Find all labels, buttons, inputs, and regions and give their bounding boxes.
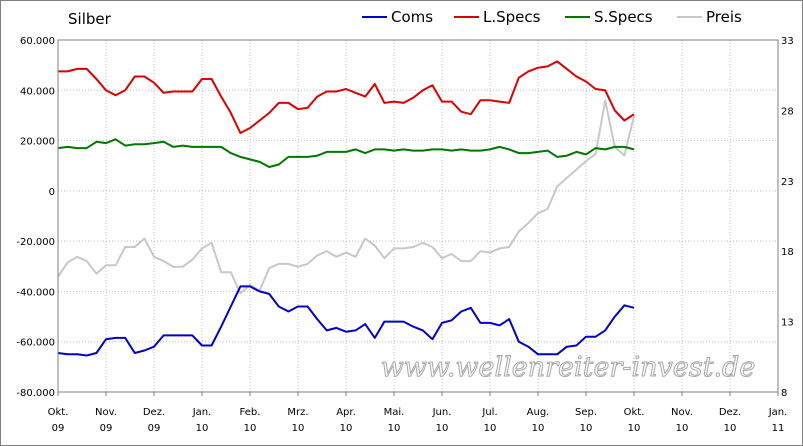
x-tick-label-month: Nov. xyxy=(95,407,117,418)
x-tick-label-year: 10 xyxy=(196,423,209,434)
y-right-tick-label: 18 xyxy=(781,247,794,258)
series-line-s-specs xyxy=(57,138,635,168)
y-left-tick-label: 40.000 xyxy=(20,86,55,97)
x-tick-label-month: Jan. xyxy=(192,407,212,418)
chart-title: Silber xyxy=(68,10,112,28)
x-tick-label-month: Mrz. xyxy=(287,407,308,418)
watermark-layer: www.wellenreiter-invest.de xyxy=(380,352,756,384)
y-left-tick-label: 20.000 xyxy=(20,137,55,148)
x-tick-label-month: Jul. xyxy=(481,407,497,418)
x-tick-label-year: 10 xyxy=(484,423,497,434)
y-left-tick-label: -20.000 xyxy=(16,237,55,248)
x-tick-label-year: 10 xyxy=(340,423,353,434)
y-left-tick-label: 0 xyxy=(49,187,55,198)
x-tick-label-month: Aug. xyxy=(527,407,550,418)
series-line-preis xyxy=(57,99,635,295)
y-right-tick-label: 28 xyxy=(781,106,794,117)
x-tick-label-month: Okt. xyxy=(624,407,645,418)
y-right-tick-label: 33 xyxy=(781,36,794,47)
x-tick-label-year: 10 xyxy=(436,423,449,434)
legend: Coms L.Specs S.Specs Preis xyxy=(362,8,742,26)
x-tick-label-year: 11 xyxy=(772,423,785,434)
y-left-tick-label: -80.000 xyxy=(16,388,55,399)
x-tick-label-year: 09 xyxy=(52,423,65,434)
series-line-l-specs xyxy=(58,60,635,134)
series-layer xyxy=(57,60,635,357)
watermark-text: www.wellenreiter-invest.de xyxy=(381,352,756,383)
x-axis: Okt. 09 Nov. 09 Dez. 09 Jan. 10 Feb. 10 Mrz. 10 Apr.… xyxy=(48,392,788,434)
legend-label: Coms xyxy=(391,8,433,26)
y-left-tick-label: -40.000 xyxy=(16,287,55,298)
plot-border xyxy=(57,39,779,393)
x-tick-label-month: Sep. xyxy=(575,407,597,418)
grid xyxy=(58,40,778,392)
y-left-tick-label: -60.000 xyxy=(16,338,55,349)
x-tick-label-month: Dez. xyxy=(143,407,165,418)
x-tick-label-month: Feb. xyxy=(240,407,261,418)
y-right-tick-label: 8 xyxy=(781,388,787,399)
x-tick-label-month: Dez. xyxy=(719,407,741,418)
x-tick-label-year: 10 xyxy=(532,423,545,434)
x-tick-label-month: Okt. xyxy=(48,407,69,418)
y-right-tick-label: 13 xyxy=(781,318,794,329)
legend-label: S.Specs xyxy=(594,8,653,26)
x-tick-label-month: Jan. xyxy=(768,407,788,418)
x-tick-label-year: 10 xyxy=(724,423,737,434)
x-tick-label-year: 10 xyxy=(580,423,593,434)
x-tick-label-month: Apr. xyxy=(336,407,356,418)
x-tick-label-year: 10 xyxy=(244,423,257,434)
x-tick-label-month: Jun. xyxy=(432,407,452,418)
legend-label: Preis xyxy=(706,8,742,26)
x-tick-label-year: 10 xyxy=(292,423,305,434)
y-axis-left: 60.000 40.000 20.000 0 -20.000 -40.000 -60.000… xyxy=(16,36,55,399)
legend-label: L.Specs xyxy=(483,8,541,26)
x-tick-label-year: 09 xyxy=(100,423,113,434)
y-right-tick-label: 23 xyxy=(781,177,794,188)
x-tick-label-year: 10 xyxy=(676,423,689,434)
x-tick-label-month: Nov. xyxy=(671,407,693,418)
series-line-coms xyxy=(57,285,635,357)
y-left-tick-label: 60.000 xyxy=(20,36,55,47)
y-axis-right: 33 28 23 18 13 8 xyxy=(781,36,794,399)
x-tick-label-year: 10 xyxy=(628,423,641,434)
x-tick-label-year: 09 xyxy=(148,423,161,434)
x-tick-label-month: Mai. xyxy=(384,407,405,418)
x-tick-label-year: 10 xyxy=(388,423,401,434)
